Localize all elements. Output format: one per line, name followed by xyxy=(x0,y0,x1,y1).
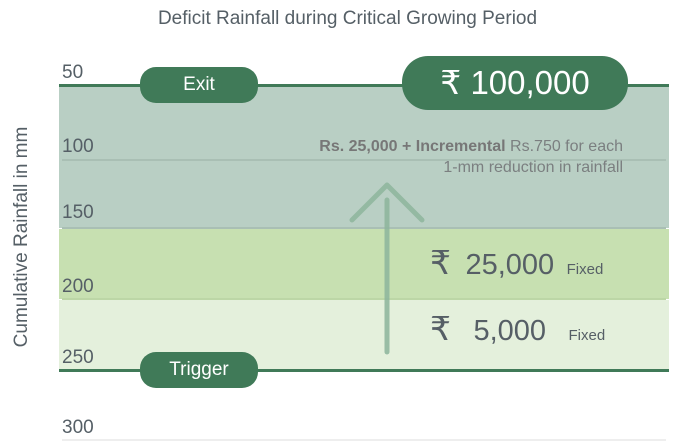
rupee-icon: ₹ xyxy=(430,310,451,347)
tick-label: 300 xyxy=(62,417,94,438)
tick-label: 200 xyxy=(62,276,94,297)
tier-25000: ₹ 25,000 Fixed xyxy=(430,243,603,282)
exit-line xyxy=(59,84,669,87)
max-payout-amount: 100,000 xyxy=(470,64,590,101)
trigger-badge: Trigger xyxy=(140,352,258,388)
gridline-150 xyxy=(62,227,666,229)
tick-label: 250 xyxy=(62,347,94,368)
incremental-note: Rs. 25,000 + Incremental Rs.750 for each… xyxy=(303,136,623,178)
exit-badge: Exit xyxy=(140,67,258,103)
max-payout-badge: ₹ 100,000 xyxy=(402,56,628,110)
tier-amount: 25,000 xyxy=(465,249,555,281)
tick-label: 50 xyxy=(62,62,84,83)
tier-label: Fixed xyxy=(568,327,606,344)
incremental-note-bold: Rs. 25,000 + Incremental xyxy=(319,138,506,155)
rupee-icon: ₹ xyxy=(430,244,451,281)
tier-amount: 5,000 xyxy=(473,315,547,347)
fixed-25000-band xyxy=(59,229,669,299)
trigger-line xyxy=(59,369,669,372)
diagram-title: Deficit Rainfall during Critical Growing… xyxy=(157,8,538,29)
tick-label: 150 xyxy=(62,202,94,223)
tier-label: Fixed xyxy=(566,261,604,278)
gridline-100 xyxy=(62,159,666,161)
incremental-note-text: Rs.750 for each 1-mm reduction in rainfa… xyxy=(443,138,623,176)
tier-5000: ₹ 5,000 Fixed xyxy=(430,309,605,348)
rupee-icon: ₹ xyxy=(440,64,462,101)
tick-label: 100 xyxy=(62,136,94,157)
gridline-300 xyxy=(62,439,666,441)
gridline-200 xyxy=(62,298,666,300)
